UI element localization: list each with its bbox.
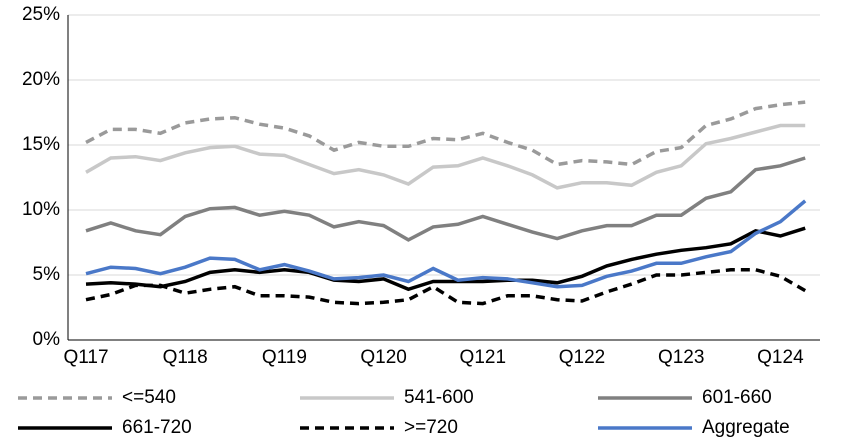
x-tick-label: Q121	[460, 347, 506, 368]
series-line	[85, 199, 807, 289]
series-line	[85, 156, 806, 242]
y-tick-label: 20%	[22, 69, 60, 90]
legend-label: <=540	[122, 387, 176, 408]
x-tick-label: Q118	[163, 347, 208, 368]
legend-label: >=720	[404, 417, 458, 438]
series-line	[85, 123, 806, 190]
series-line	[85, 226, 806, 292]
x-tick-label: Q120	[360, 347, 406, 368]
legend-label: 661-720	[122, 417, 192, 438]
x-tick-label: Q122	[559, 347, 605, 368]
legend-label: 541-600	[404, 387, 474, 408]
x-tick-label: Q123	[658, 347, 704, 368]
x-tick-label: Q124	[757, 347, 804, 368]
y-tick-label: 0%	[33, 329, 61, 350]
y-tick-label: 25%	[22, 4, 60, 25]
y-tick-label: 10%	[22, 199, 60, 220]
y-tick-label: 5%	[33, 264, 61, 285]
legend-label: Aggregate	[702, 417, 790, 438]
series-line	[85, 100, 806, 167]
series-line	[85, 268, 807, 306]
y-tick-label: 15%	[22, 134, 60, 155]
x-tick-label: Q117	[63, 347, 108, 368]
x-tick-label: Q119	[262, 347, 307, 368]
legend-label: 601-660	[702, 387, 772, 408]
